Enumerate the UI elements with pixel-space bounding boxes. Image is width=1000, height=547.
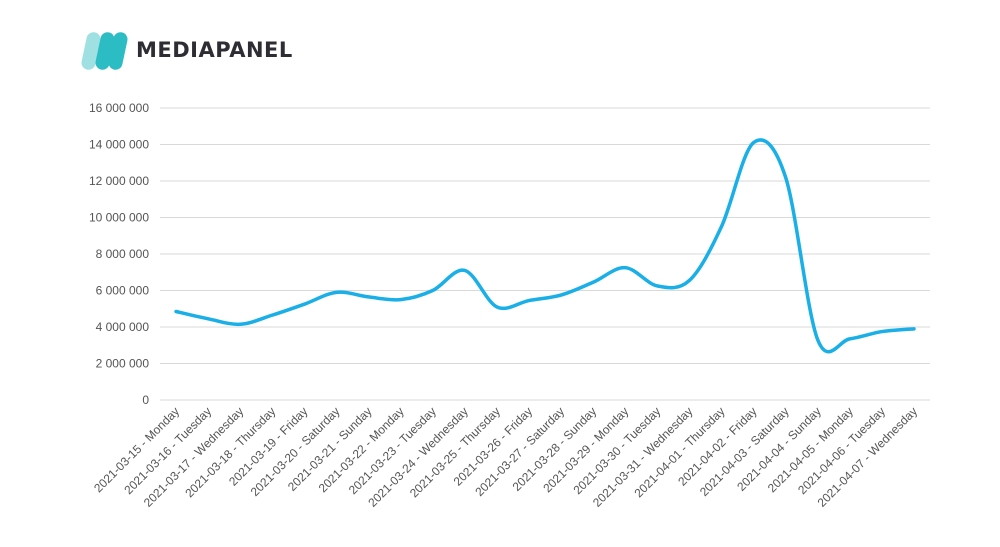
mediapanel-logo-mark-icon xyxy=(81,32,128,70)
y-tick-label: 12 000 000 xyxy=(89,174,149,188)
y-tick-label: 14 000 000 xyxy=(89,138,149,152)
data-point xyxy=(174,309,178,313)
brand-name: MEDIAPANEL xyxy=(136,38,293,62)
data-point xyxy=(495,305,499,309)
chart-gridlines xyxy=(160,107,930,401)
y-tick-label: 0 xyxy=(142,393,149,407)
data-point xyxy=(527,299,531,303)
data-point xyxy=(399,298,403,302)
series-points xyxy=(174,141,916,342)
y-tick-label: 16 000 000 xyxy=(89,101,149,115)
data-point xyxy=(367,295,371,299)
data-point xyxy=(591,280,595,284)
data-point xyxy=(463,268,467,272)
data-point xyxy=(334,290,338,294)
data-point xyxy=(880,330,884,334)
y-tick-label: 10 000 000 xyxy=(89,211,149,225)
y-tick-label: 4 000 000 xyxy=(96,320,150,334)
data-point xyxy=(655,284,659,288)
data-point xyxy=(431,289,435,292)
y-tick-label: 2 000 000 xyxy=(96,357,150,371)
data-point xyxy=(559,293,563,297)
data-point xyxy=(302,302,306,306)
data-point xyxy=(623,266,627,270)
data-point xyxy=(752,141,756,145)
data-point xyxy=(687,278,691,282)
y-tick-label: 8 000 000 xyxy=(96,247,150,261)
data-point xyxy=(848,337,852,341)
y-tick-label: 6 000 000 xyxy=(96,284,150,298)
data-point xyxy=(270,313,274,317)
data-point xyxy=(238,322,242,326)
chart-y-axis: 0 2 000 000 4 000 000 6 000 000 8 000 000 10 … xyxy=(89,101,149,407)
data-point xyxy=(206,317,210,321)
data-point xyxy=(816,338,820,342)
data-point xyxy=(719,225,723,229)
data-point xyxy=(912,327,916,331)
series-line xyxy=(174,138,916,354)
mediapanel-logo xyxy=(80,30,280,74)
data-point xyxy=(784,175,788,179)
